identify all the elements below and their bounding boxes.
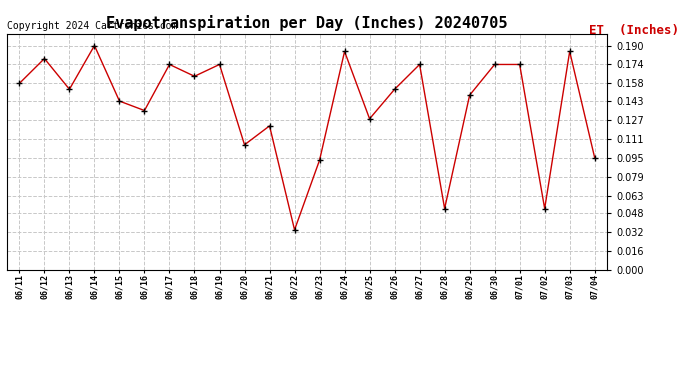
Text: Copyright 2024 Cartronics.com: Copyright 2024 Cartronics.com <box>7 21 177 32</box>
Title: Evapotranspiration per Day (Inches) 20240705: Evapotranspiration per Day (Inches) 2024… <box>106 15 508 31</box>
Text: ET  (Inches): ET (Inches) <box>589 24 679 37</box>
